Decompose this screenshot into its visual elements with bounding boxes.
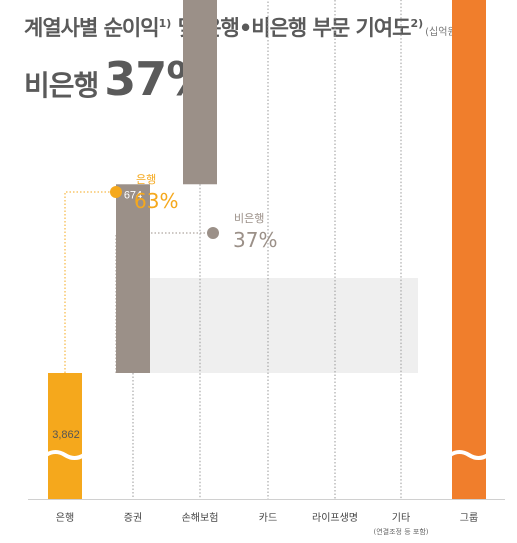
bar-0: [48, 373, 82, 499]
bar-1: [116, 184, 150, 373]
category-label-4: 라이프생명: [312, 512, 358, 524]
title-footnote-2: 2): [410, 17, 424, 30]
axis-break-0: [44, 450, 86, 460]
nonbank-legend-marker: [207, 227, 219, 239]
nonbank-highlight-band: [116, 278, 418, 373]
category-label-6: 그룹: [460, 512, 478, 524]
bar-6: [452, 0, 486, 499]
category-label-2: 손해보험: [182, 511, 219, 524]
bank-legend-name: 은행: [136, 173, 156, 186]
bank-legend-percent: 63%: [134, 189, 178, 213]
bank-legend-marker: [110, 186, 122, 198]
headline-label: 비은행: [24, 69, 99, 102]
title-footnote-1: 1): [158, 17, 172, 30]
category-label-0: 은행: [56, 512, 74, 524]
title-main: 계열사별 순이익: [24, 16, 160, 40]
bar-2: [183, 0, 217, 185]
nonbank-legend-name: 비은행: [234, 212, 264, 225]
axis-break-6: [448, 450, 490, 460]
category-note-5: (연결조정 등 포함): [374, 527, 429, 536]
nonbank-legend-percent: 37%: [233, 228, 277, 252]
unit-label: (십억원): [425, 27, 461, 38]
value-label-1: 674: [124, 189, 142, 201]
category-label-1: 증권: [124, 512, 142, 524]
value-label-0: 3,862: [52, 429, 80, 441]
bank-connector-line: [64, 191, 116, 373]
category-label-3: 카드: [259, 512, 277, 524]
category-label-5: 기타: [392, 512, 410, 524]
